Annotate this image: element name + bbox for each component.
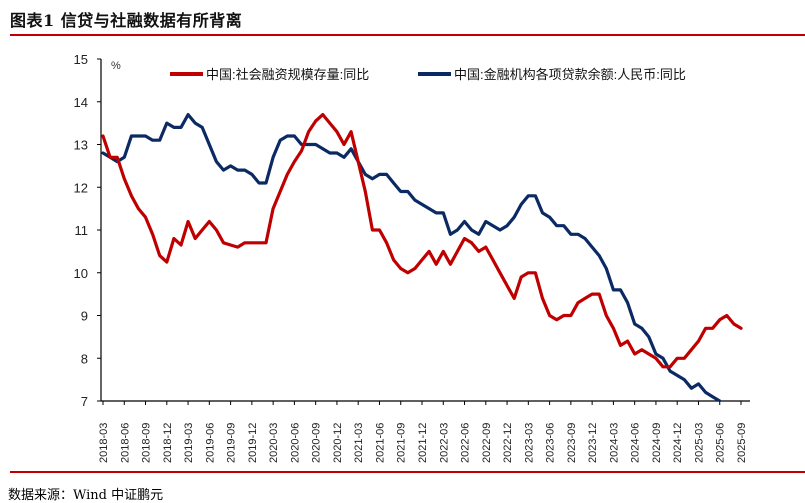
bottom-divider <box>10 471 805 473</box>
x-axis: 2018-03 2018-06 2018-09 2018-12 2019-03 2019-… <box>98 400 750 463</box>
x-tick-label: 2025-09 <box>736 423 748 463</box>
x-tick-label: 2025-06 <box>715 423 727 463</box>
y-tick-label: 13 <box>74 138 88 153</box>
x-tick-label: 2023-12 <box>587 423 599 463</box>
x-tick-label: 2024-12 <box>672 423 684 463</box>
legend-label-tsf: 中国:社会融资规模存量:同比 <box>206 67 369 82</box>
x-tick-label: 2018-09 <box>141 423 153 463</box>
x-tick-label: 2018-06 <box>119 423 131 463</box>
x-tick-label: 2022-03 <box>438 423 450 463</box>
x-tick-label: 2020-03 <box>268 423 280 463</box>
x-tick-label: 2022-06 <box>460 423 472 463</box>
x-tick-label: 2018-12 <box>162 423 174 463</box>
y-tick-label: 9 <box>81 309 88 324</box>
y-tick-label: 15 <box>74 52 88 67</box>
x-tick-label: 2024-09 <box>651 423 663 463</box>
x-tick-label: 2023-03 <box>523 423 535 463</box>
x-tick-label: 2023-09 <box>566 423 578 463</box>
y-axis: 7 8 9 10 11 12 13 14 15 <box>74 52 102 409</box>
x-tick-label: 2018-03 <box>98 423 110 463</box>
x-tick-label: 2024-03 <box>608 423 620 463</box>
x-tick-label: 2025-03 <box>693 423 705 463</box>
x-tick-label: 2022-12 <box>502 423 514 463</box>
x-tick-label: 2022-09 <box>481 423 493 463</box>
x-tick-label: 2021-06 <box>374 423 386 463</box>
y-tick-label: 12 <box>74 180 88 195</box>
x-tick-label: 2021-12 <box>417 423 429 463</box>
x-tick-label: 2020-06 <box>289 423 301 463</box>
x-tick-label: 2020-12 <box>332 423 344 463</box>
y-tick-label: 11 <box>75 223 89 238</box>
legend: 中国:社会融资规模存量:同比 中国:金融机构各项贷款余额:人民币:同比 <box>170 67 686 82</box>
y-axis-unit: % <box>111 60 121 72</box>
y-tick-label: 7 <box>81 394 88 409</box>
figure-title: 图表1 信贷与社融数据有所背离 <box>10 11 243 30</box>
x-tick-label: 2021-03 <box>353 423 365 463</box>
loans-yoy-line <box>101 112 722 401</box>
y-tick-label: 8 <box>81 351 88 366</box>
y-tick-label: 10 <box>74 266 88 281</box>
legend-label-loans: 中国:金融机构各项贷款余额:人民币:同比 <box>454 67 686 82</box>
x-tick-label: 2019-06 <box>204 423 216 463</box>
x-tick-label: 2024-06 <box>630 423 642 463</box>
source-note: 数据来源：Wind 中证鹏元 <box>8 488 164 503</box>
x-tick-label: 2023-06 <box>545 423 557 463</box>
x-tick-label: 2020-09 <box>311 423 323 463</box>
x-tick-label: 2019-12 <box>247 423 259 463</box>
x-tick-label: 2019-03 <box>183 423 195 463</box>
y-tick-label: 14 <box>74 95 88 110</box>
x-tick-label: 2019-09 <box>226 423 238 463</box>
tsf-yoy-line <box>101 112 743 369</box>
top-divider <box>10 34 805 36</box>
x-tick-label: 2021-09 <box>396 423 408 463</box>
